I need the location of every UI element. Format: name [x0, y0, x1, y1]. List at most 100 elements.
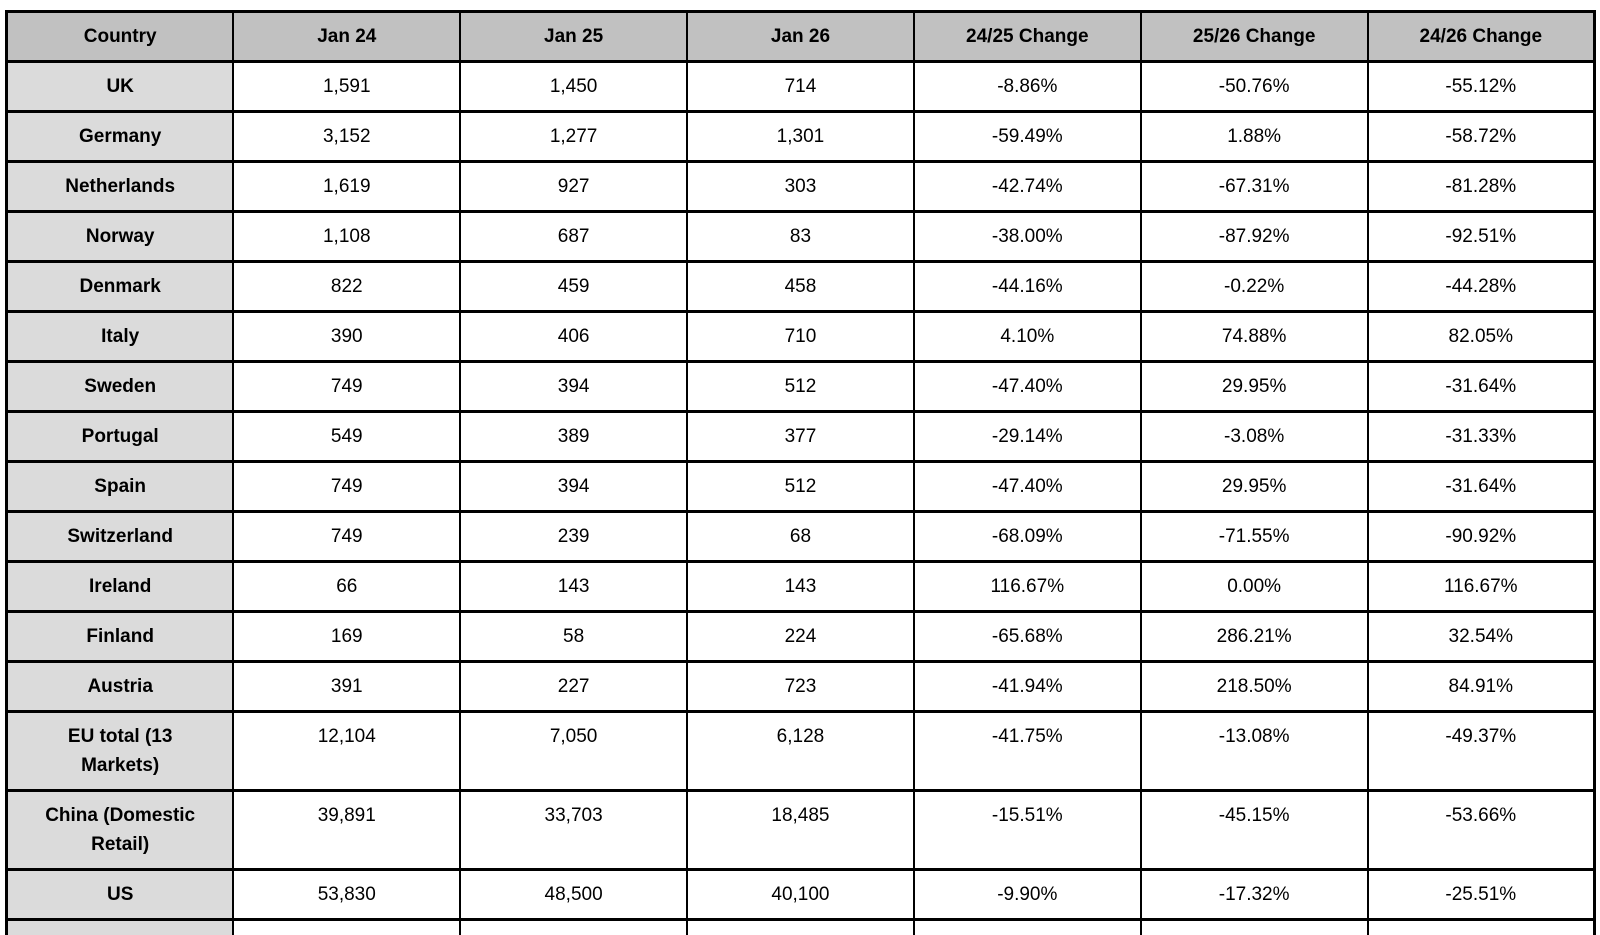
cell-change-24-25: -38.00% — [912, 210, 1142, 263]
column-header-change-24-25: 24/25 Change — [912, 10, 1142, 63]
table-row: Norway 1,108 687 83 -38.00% -87.92% -92.51% — [5, 210, 1596, 263]
cell-country: Finland — [5, 610, 235, 663]
column-header-change-24-26: 24/26 Change — [1366, 10, 1596, 63]
cell-jan25: 89,253 — [459, 918, 689, 935]
cell-jan26: 512 — [686, 460, 915, 513]
cell-change-24-26: -55.12% — [1366, 60, 1596, 113]
column-header-jan25: Jan 25 — [459, 10, 689, 63]
column-header-jan24: Jan 24 — [232, 10, 462, 63]
cell-change-24-26: -58.72% — [1366, 110, 1596, 163]
cell-change-24-25: -47.40% — [912, 460, 1142, 513]
cell-country: EU total (13 Markets) — [5, 710, 235, 792]
country-sales-table: Country Jan 24 Jan 25 Jan 26 24/25 Chang… — [5, 10, 1596, 935]
cell-change-24-25: 116.67% — [912, 560, 1142, 613]
cell-change-24-25: -8.86% — [912, 60, 1142, 113]
cell-change-24-26: 116.67% — [1366, 560, 1596, 613]
table-row: Finland 169 58 224 -65.68% 286.21% 32.54% — [5, 610, 1596, 663]
cell-jan25: 143 — [459, 560, 689, 613]
cell-change-24-26: 82.05% — [1366, 310, 1596, 363]
cell-change-25-26: 74.88% — [1139, 310, 1369, 363]
cell-change-25-26: 29.95% — [1139, 360, 1369, 413]
table-row: Portugal 549 389 377 -29.14% -3.08% -31.33% — [5, 410, 1596, 463]
cell-change-24-26: -90.92% — [1366, 510, 1596, 563]
cell-jan25: 7,050 — [459, 710, 689, 792]
table-row: US 53,830 48,500 40,100 -9.90% -17.32% -25.51% — [5, 868, 1596, 921]
cell-country: Switzerland — [5, 510, 235, 563]
table-row: Germany 3,152 1,277 1,301 -59.49% 1.88% -58.72… — [5, 110, 1596, 163]
cell-country: UK — [5, 60, 235, 113]
table-row: EU total (13 Markets) 12,104 7,050 6,128 -41… — [5, 710, 1596, 792]
cell-jan25: 48,500 — [459, 868, 689, 921]
cell-change-24-25: -9.90% — [912, 868, 1142, 921]
cell-jan26: 512 — [686, 360, 915, 413]
cell-change-24-26: -31.33% — [1366, 410, 1596, 463]
cell-jan25: 58 — [459, 610, 689, 663]
table-row: Switzerland 749 239 68 -68.09% -71.55% -90.92% — [5, 510, 1596, 563]
cell-change-24-26: 32.54% — [1366, 610, 1596, 663]
table-header: Country Jan 24 Jan 25 Jan 26 24/25 Chang… — [5, 10, 1596, 63]
cell-change-25-26: -71.55% — [1139, 510, 1369, 563]
cell-jan25: 1,450 — [459, 60, 689, 113]
cell-jan26: 18,485 — [686, 789, 915, 871]
table-row: China (Domestic Retail) 39,891 33,703 18,48… — [5, 789, 1596, 871]
cell-jan24: 105,825 — [232, 918, 462, 935]
cell-change-24-25: -42.74% — [912, 160, 1142, 213]
cell-jan26: 303 — [686, 160, 915, 213]
cell-jan26: 83 — [686, 210, 915, 263]
table-row: Spain 749 394 512 -47.40% 29.95% -31.64% — [5, 460, 1596, 513]
table-row: Ireland 66 143 143 116.67% 0.00% 116.67% — [5, 560, 1596, 613]
table-row: Netherlands 1,619 927 303 -42.74% -67.31% -81.… — [5, 160, 1596, 213]
cell-change-24-25: -29.14% — [912, 410, 1142, 463]
cell-change-25-26: -27.49% — [1139, 918, 1369, 935]
cell-jan24: 39,891 — [232, 789, 462, 871]
cell-change-25-26: -13.08% — [1139, 710, 1369, 792]
cell-change-24-26: -31.64% — [1366, 460, 1596, 513]
cell-jan26: 714 — [686, 60, 915, 113]
cell-change-24-26: 84.91% — [1366, 660, 1596, 713]
header-row: Country Jan 24 Jan 25 Jan 26 24/25 Chang… — [5, 10, 1596, 63]
cell-jan25: 389 — [459, 410, 689, 463]
cell-country: Denmark — [5, 260, 235, 313]
cell-jan24: 53,830 — [232, 868, 462, 921]
cell-jan26: 143 — [686, 560, 915, 613]
table-body: UK 1,591 1,450 714 -8.86% -50.76% -55.12% Germa… — [5, 60, 1596, 935]
cell-jan24: 549 — [232, 410, 462, 463]
cell-change-24-26: -81.28% — [1366, 160, 1596, 213]
cell-change-24-25: -44.16% — [912, 260, 1142, 313]
cell-jan24: 1,619 — [232, 160, 462, 213]
column-header-country: Country — [5, 10, 235, 63]
cell-jan26: 1,301 — [686, 110, 915, 163]
cell-jan25: 227 — [459, 660, 689, 713]
cell-jan26: 710 — [686, 310, 915, 363]
cell-change-24-25: -15.66% — [912, 918, 1142, 935]
cell-change-25-26: 1.88% — [1139, 110, 1369, 163]
cell-country: Big 3 Total — [5, 918, 235, 935]
cell-jan26: 40,100 — [686, 868, 915, 921]
table-row: Big 3 Total105,82589,25364,713-15.66%-27… — [5, 918, 1596, 935]
table-row: Denmark 822 459 458 -44.16% -0.22% -44.28% — [5, 260, 1596, 313]
cell-jan24: 1,591 — [232, 60, 462, 113]
cell-jan25: 406 — [459, 310, 689, 363]
cell-country: China (Domestic Retail) — [5, 789, 235, 871]
cell-jan25: 239 — [459, 510, 689, 563]
column-header-jan26: Jan 26 — [686, 10, 915, 63]
cell-jan26: 458 — [686, 260, 915, 313]
cell-jan24: 391 — [232, 660, 462, 713]
cell-jan25: 394 — [459, 460, 689, 513]
cell-change-25-26: -67.31% — [1139, 160, 1369, 213]
cell-change-24-25: 4.10% — [912, 310, 1142, 363]
cell-change-25-26: 0.00% — [1139, 560, 1369, 613]
table-row: Austria 391 227 723 -41.94% 218.50% 84.91% — [5, 660, 1596, 713]
cell-jan25: 1,277 — [459, 110, 689, 163]
cell-change-24-25: -65.68% — [912, 610, 1142, 663]
cell-jan26: 6,128 — [686, 710, 915, 792]
cell-jan26: 64,713 — [686, 918, 915, 935]
cell-jan24: 749 — [232, 460, 462, 513]
cell-country: Ireland — [5, 560, 235, 613]
cell-jan24: 12,104 — [232, 710, 462, 792]
cell-country: US — [5, 868, 235, 921]
cell-country: Portugal — [5, 410, 235, 463]
cell-change-25-26: -87.92% — [1139, 210, 1369, 263]
cell-change-25-26: -0.22% — [1139, 260, 1369, 313]
cell-country: Austria — [5, 660, 235, 713]
